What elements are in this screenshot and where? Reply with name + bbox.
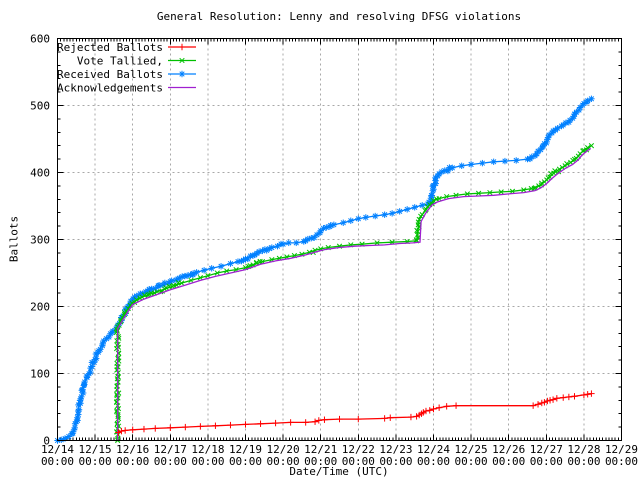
x-tick-date: 12/24: [417, 443, 450, 456]
legend-label: Vote Tallied,: [77, 55, 163, 68]
x-tick-date: 12/15: [79, 443, 112, 456]
series-vote-tallied: [113, 143, 595, 444]
y-tick-label: 200: [30, 301, 50, 314]
x-tick-date: 12/18: [191, 443, 224, 456]
x-tick-date: 12/17: [154, 443, 187, 456]
series-rejected-ballots: [115, 390, 595, 436]
y-tick-label: 0: [43, 435, 50, 448]
grid-lines: [57, 38, 622, 441]
y-tick-label: 600: [30, 33, 50, 46]
x-tick-time: 00:00: [267, 455, 300, 468]
x-tick-date: 12/29: [605, 443, 638, 456]
x-tick-date: 12/19: [229, 443, 262, 456]
tick-labels: 010020030040050060012/1400:0012/1500:001…: [30, 33, 638, 469]
x-tick-time: 00:00: [530, 455, 563, 468]
y-tick-label: 400: [30, 167, 50, 180]
series-acknowledgements: [117, 147, 592, 441]
x-tick-time: 00:00: [116, 455, 149, 468]
x-tick-date: 12/14: [41, 443, 74, 456]
x-tick-date: 12/26: [492, 443, 525, 456]
x-tick-time: 00:00: [41, 455, 74, 468]
x-tick-date: 12/22: [342, 443, 375, 456]
x-tick-time: 00:00: [417, 455, 450, 468]
x-tick-date: 12/27: [530, 443, 563, 456]
y-tick-label: 500: [30, 100, 50, 113]
y-axis-label: Ballots: [7, 215, 21, 263]
legend-label: Acknowledgements: [57, 82, 163, 95]
axis-ticks: [57, 38, 622, 441]
x-tick-time: 00:00: [455, 455, 488, 468]
x-tick-time: 00:00: [342, 455, 375, 468]
x-tick-time: 00:00: [154, 455, 187, 468]
x-tick-date: 12/21: [304, 443, 337, 456]
legend-label: Received Ballots: [57, 68, 163, 81]
x-tick-date: 12/28: [567, 443, 600, 456]
x-tick-time: 00:00: [229, 455, 262, 468]
x-tick-date: 12/25: [455, 443, 488, 456]
x-tick-date: 12/20: [267, 443, 300, 456]
x-axis-label: Date/Time (UTC): [289, 465, 389, 478]
legend-label: Rejected Ballots: [57, 41, 163, 54]
x-tick-time: 00:00: [191, 455, 224, 468]
x-tick-date: 12/23: [379, 443, 412, 456]
x-tick-time: 00:00: [304, 455, 337, 468]
y-tick-label: 100: [30, 368, 50, 381]
y-tick-label: 300: [30, 234, 50, 247]
x-tick-time: 00:00: [605, 455, 638, 468]
x-tick-time: 00:00: [79, 455, 112, 468]
x-tick-time: 00:00: [567, 455, 600, 468]
x-tick-time: 00:00: [379, 455, 412, 468]
plot-border: [57, 38, 622, 441]
chart-title: General Resolution: Lenny and resolving …: [156, 10, 522, 23]
x-tick-time: 00:00: [492, 455, 525, 468]
series-received-ballots: [54, 95, 595, 444]
x-tick-date: 12/16: [116, 443, 149, 456]
